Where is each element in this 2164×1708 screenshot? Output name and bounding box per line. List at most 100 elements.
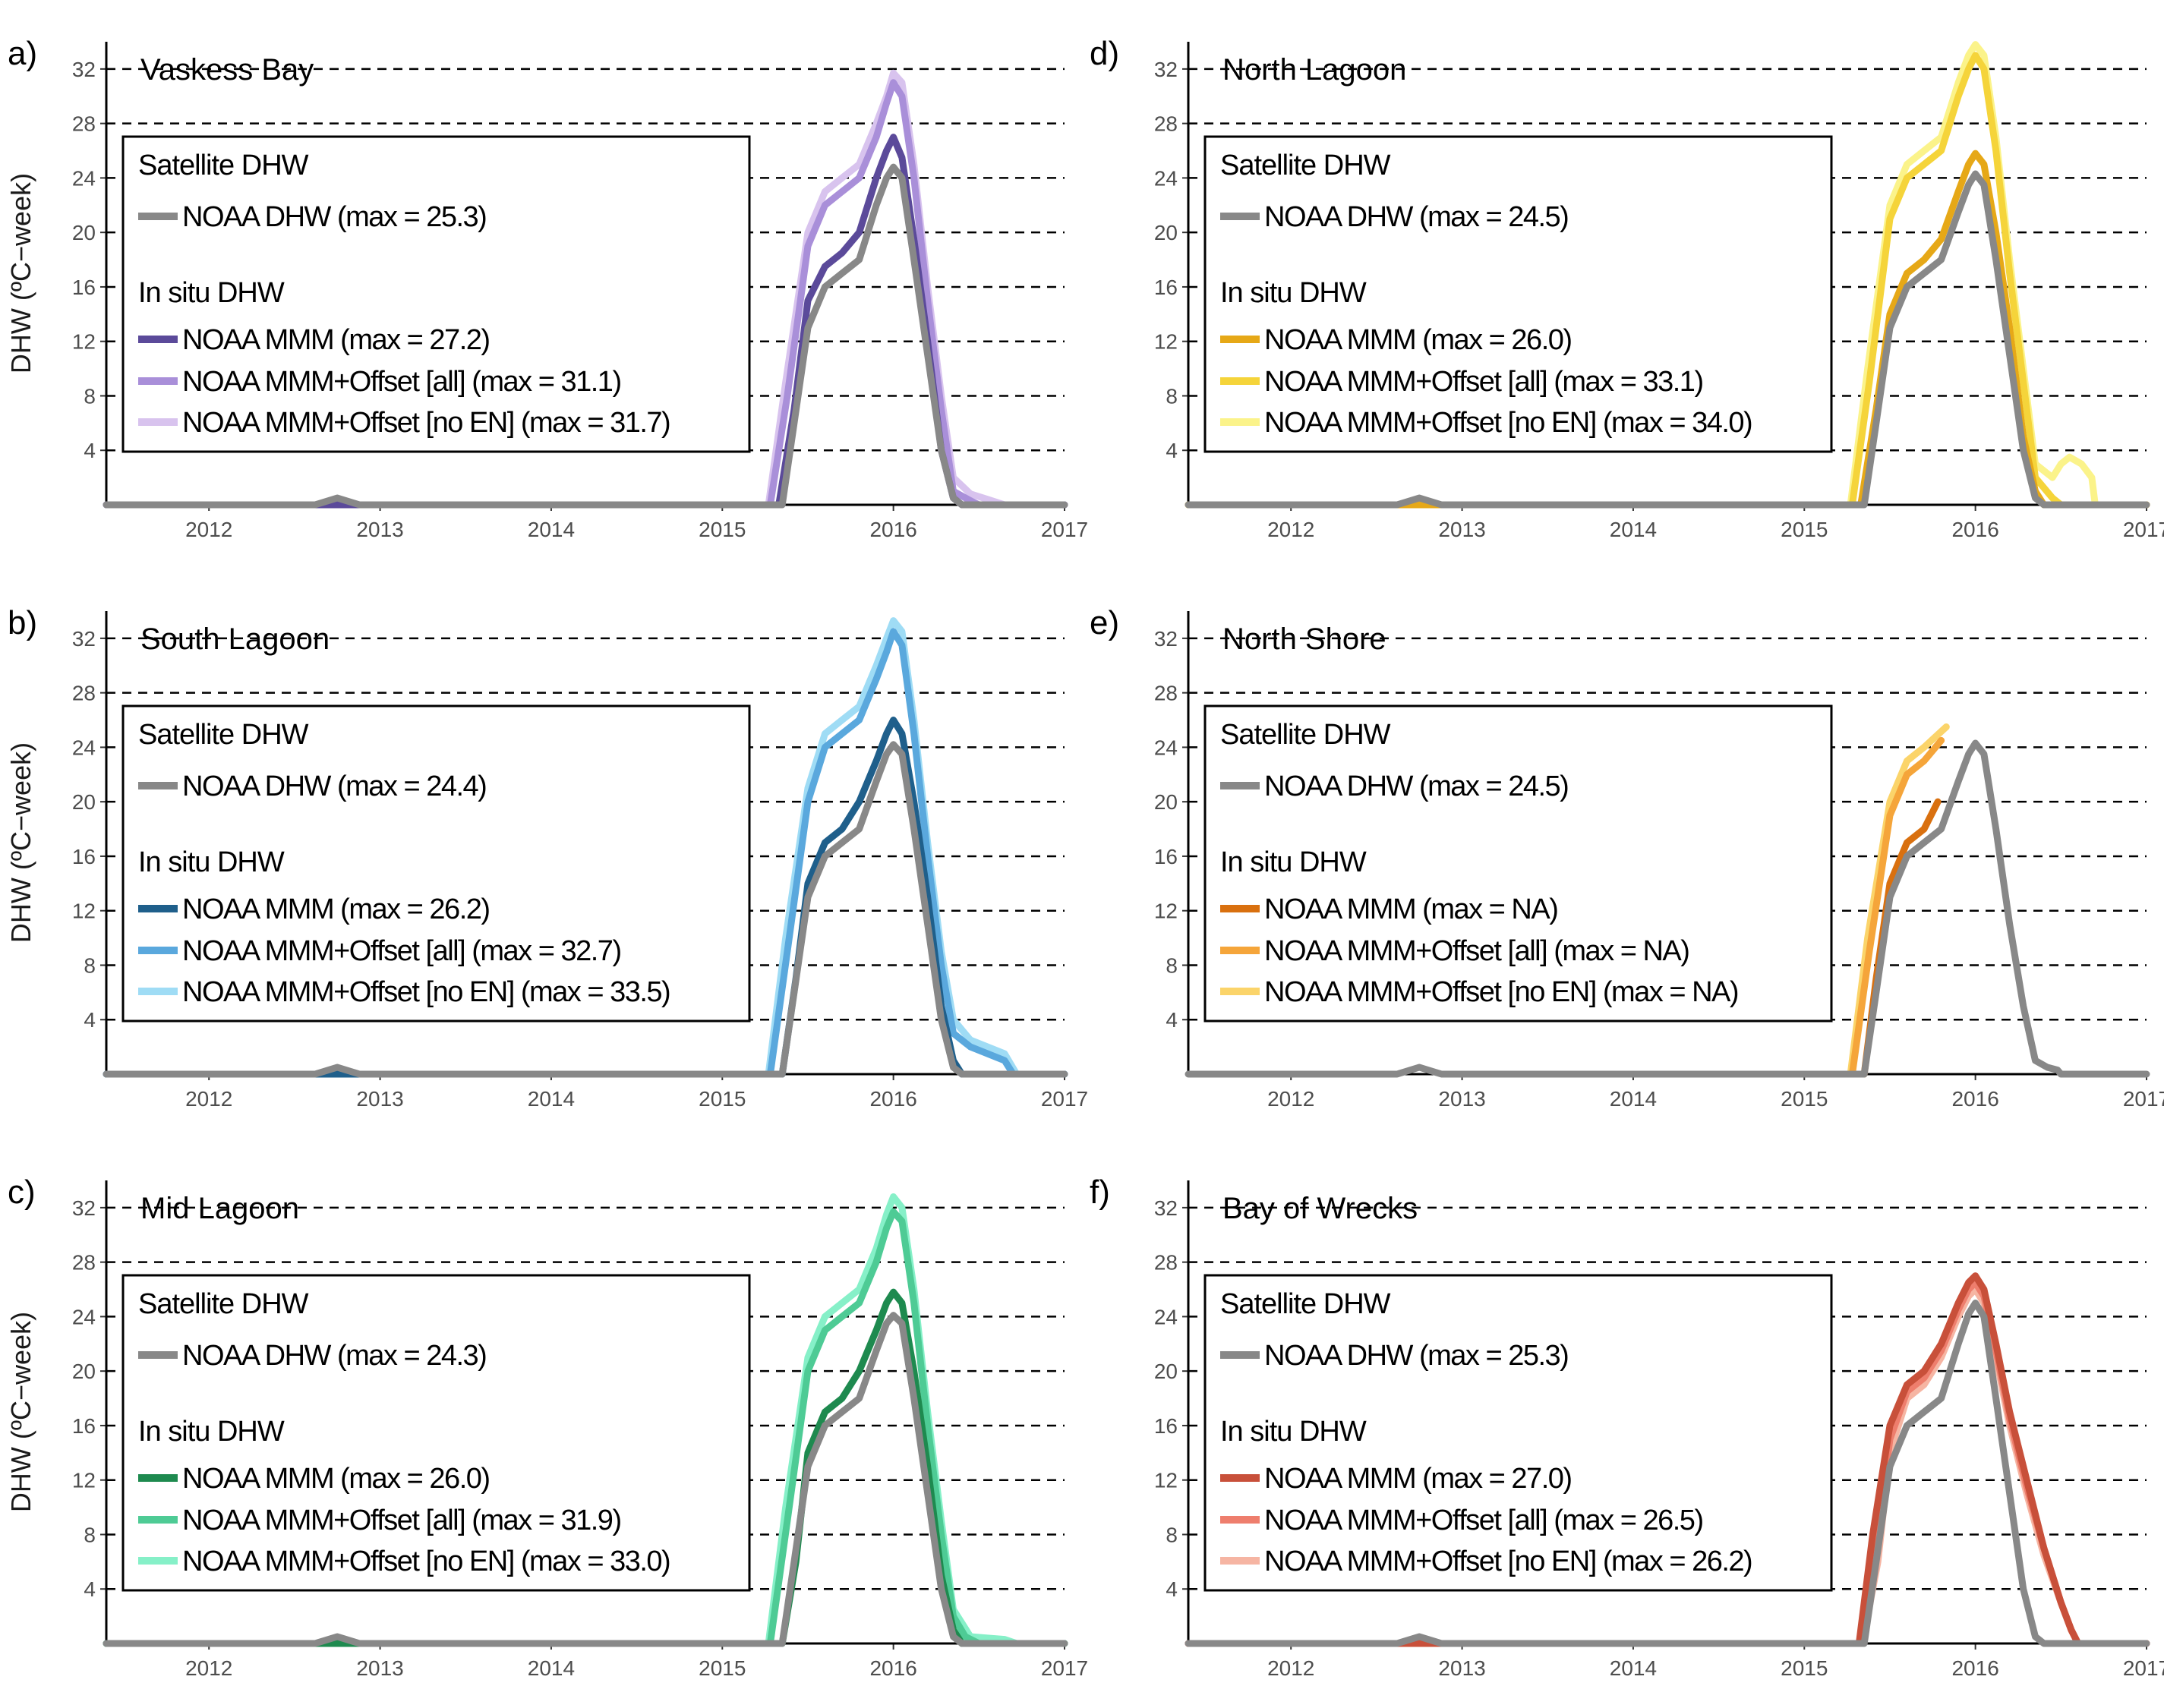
y-tick-label: 12 <box>72 330 96 354</box>
legend-header-satellite: Satellite DHW <box>1220 150 1391 181</box>
x-tick-label: 2014 <box>528 518 575 541</box>
y-tick-label: 28 <box>72 1251 96 1275</box>
x-tick-label: 2013 <box>1438 1087 1485 1111</box>
x-tick-label: 2017 <box>1041 1656 1088 1680</box>
y-axis-label: DHW (ºC−week) <box>5 173 36 373</box>
legend-entry: NOAA MMM+Offset [no EN] (max = NA) <box>1264 976 1738 1008</box>
x-tick-label: 2014 <box>1610 1087 1657 1111</box>
y-tick-label: 24 <box>72 166 96 190</box>
y-tick-label: 8 <box>1166 953 1178 977</box>
y-tick-label: 16 <box>72 845 96 868</box>
site-title: North Lagoon <box>1222 53 1406 87</box>
y-tick-label: 24 <box>1154 736 1178 759</box>
legend-box <box>1203 135 1833 453</box>
series-line-sat <box>103 741 1068 1078</box>
y-tick-label: 32 <box>72 1196 96 1220</box>
y-tick-label: 20 <box>72 790 96 814</box>
y-tick-label: 16 <box>1154 845 1178 868</box>
legend-header-satellite: Satellite DHW <box>1220 719 1391 751</box>
site-title: North Shore <box>1222 622 1386 656</box>
legend-entry: NOAA MMM (max = 27.2) <box>182 324 490 356</box>
legend-entry: NOAA MMM+Offset [all] (max = 31.9) <box>182 1505 621 1536</box>
legend-entry: NOAA DHW (max = 24.5) <box>1264 201 1568 233</box>
x-tick-label: 2012 <box>1267 518 1314 541</box>
x-tick-label: 2014 <box>1610 518 1657 541</box>
legend-entry: NOAA MMM (max = 27.0) <box>1264 1463 1572 1495</box>
y-tick-label: 12 <box>1154 1469 1178 1492</box>
legend-header-insitu: In situ DHW <box>1220 277 1367 309</box>
legend-entry: NOAA DHW (max = 24.4) <box>182 770 486 802</box>
series-line-sat <box>1185 170 2150 509</box>
x-tick-label: 2015 <box>1781 1656 1828 1680</box>
legend-entry: NOAA DHW (max = 24.3) <box>182 1340 486 1372</box>
y-tick-label: 4 <box>84 439 96 462</box>
legend-entry: NOAA MMM+Offset [all] (max = 31.1) <box>182 366 621 398</box>
x-tick-label: 2012 <box>1267 1087 1314 1111</box>
chart-panel: 4 8 12 16 20 24 28 32 2012 2013 2014 2015 2016 2017 e)… <box>1090 604 2164 1111</box>
y-tick-label: 8 <box>84 1523 96 1546</box>
legend-header-satellite: Satellite DHW <box>138 150 309 181</box>
series-line-sat <box>1185 1300 2150 1647</box>
legend-header-satellite: Satellite DHW <box>138 1288 309 1320</box>
series-line-sat <box>103 163 1068 509</box>
legend-entry: NOAA MMM+Offset [all] (max = 33.1) <box>1264 366 1703 398</box>
x-tick-label: 2013 <box>356 1656 403 1680</box>
x-tick-label: 2014 <box>1610 1656 1657 1680</box>
series-line-off_all <box>103 79 1068 509</box>
x-tick-label: 2016 <box>1951 1087 1998 1111</box>
series-line-off_noen <box>1847 723 1950 1078</box>
legend-entry: NOAA MMM+Offset [all] (max = 32.7) <box>182 935 621 967</box>
series-line-mmm <box>1185 1272 2150 1647</box>
y-tick-label: 8 <box>1166 384 1178 408</box>
y-tick-label: 12 <box>1154 330 1178 354</box>
x-tick-label: 2017 <box>2123 1656 2164 1680</box>
panel-letter: c) <box>8 1174 36 1211</box>
site-title: South Lagoon <box>140 622 330 656</box>
y-tick-label: 16 <box>1154 1414 1178 1438</box>
y-tick-label: 28 <box>1154 1251 1178 1275</box>
x-tick-label: 2017 <box>2123 1087 2164 1111</box>
legend-entry: NOAA DHW (max = 25.3) <box>1264 1340 1568 1372</box>
chart-panel: 4 8 12 16 20 24 28 32 2012 2013 2014 2015 2016 2017 a)… <box>5 35 1088 541</box>
x-tick-label: 2017 <box>1041 518 1088 541</box>
y-tick-label: 4 <box>1166 1577 1178 1601</box>
x-tick-label: 2015 <box>699 1656 746 1680</box>
y-tick-label: 20 <box>72 221 96 244</box>
y-tick-label: 20 <box>1154 221 1178 244</box>
y-tick-label: 32 <box>72 627 96 651</box>
y-tick-label: 16 <box>1154 276 1178 299</box>
legend-entry: NOAA MMM+Offset [all] (max = 26.5) <box>1264 1505 1703 1536</box>
x-tick-label: 2012 <box>185 1656 232 1680</box>
y-tick-label: 4 <box>84 1577 96 1601</box>
x-tick-label: 2012 <box>1267 1656 1314 1680</box>
x-tick-label: 2015 <box>1781 518 1828 541</box>
legend-box <box>121 704 751 1023</box>
y-tick-label: 20 <box>1154 790 1178 814</box>
panel-letter: f) <box>1090 1174 1110 1211</box>
legend-entry: NOAA MMM+Offset [no EN] (max = 33.0) <box>182 1546 670 1577</box>
legend-header-insitu: In situ DHW <box>138 277 285 309</box>
site-title: Vaskess Bay <box>140 53 314 87</box>
series-line-off_all <box>1848 736 1945 1078</box>
legend-entry: NOAA MMM+Offset [no EN] (max = 34.0) <box>1264 407 1752 439</box>
y-tick-label: 20 <box>72 1360 96 1383</box>
y-tick-label: 28 <box>1154 682 1178 705</box>
legend-entry: NOAA MMM+Offset [all] (max = NA) <box>1264 935 1689 967</box>
y-tick-label: 12 <box>72 900 96 923</box>
legend-header-satellite: Satellite DHW <box>1220 1288 1391 1320</box>
x-tick-label: 2014 <box>528 1656 575 1680</box>
panel-letter: a) <box>8 35 37 72</box>
x-tick-label: 2016 <box>869 518 916 541</box>
chart-panel: 4 8 12 16 20 24 28 32 2012 2013 2014 2015 2016 2017 d)… <box>1090 35 2164 541</box>
legend-entry: NOAA MMM (max = 26.0) <box>182 1463 490 1495</box>
series-line-off_all <box>1185 52 2150 509</box>
x-tick-label: 2013 <box>356 1087 403 1111</box>
chart-panel: 4 8 12 16 20 24 28 32 2012 2013 2014 2015 2016 2017 c)… <box>5 1174 1088 1680</box>
y-tick-label: 32 <box>1154 58 1178 81</box>
x-tick-label: 2013 <box>1438 1656 1485 1680</box>
x-tick-label: 2015 <box>699 1087 746 1111</box>
chart-panel: 4 8 12 16 20 24 28 32 2012 2013 2014 2015 2016 2017 f)… <box>1090 1174 2164 1680</box>
x-tick-label: 2015 <box>699 518 746 541</box>
series-line-sat <box>103 1312 1068 1647</box>
y-tick-label: 24 <box>1154 1305 1178 1328</box>
